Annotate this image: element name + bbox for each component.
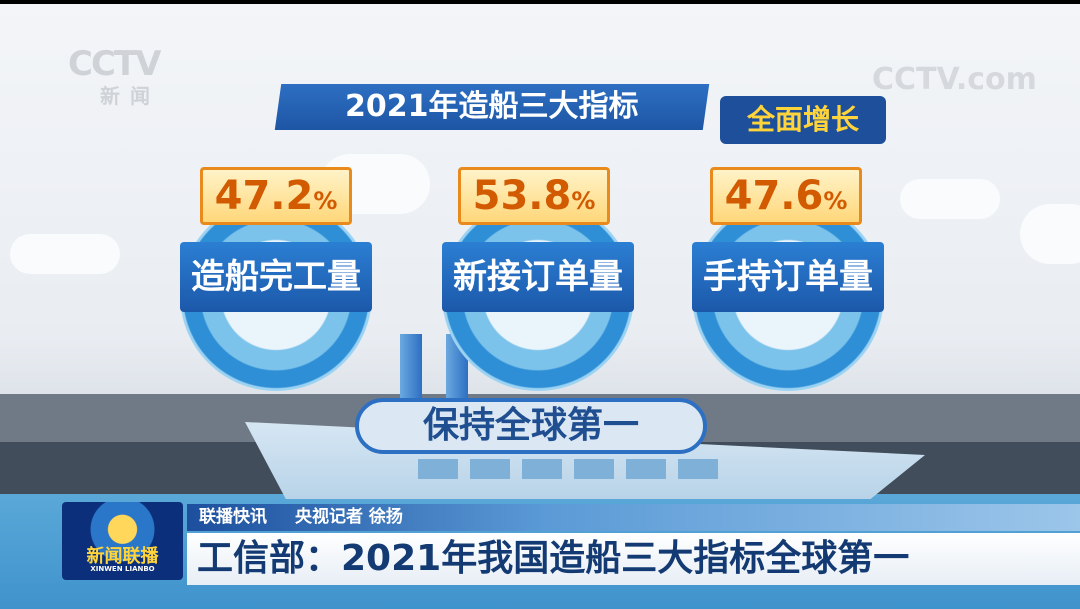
broadcast-frame: CCTV 新闻 CCTV.com 2021年造船三大指标 全面增长 47.2% 5… — [0, 4, 1080, 609]
cloud — [10, 234, 120, 274]
ship-window — [626, 459, 666, 479]
watermark-sub: 新闻 — [100, 84, 160, 108]
ship-window — [418, 459, 458, 479]
ship-funnel — [400, 334, 422, 399]
indicator-value: 47.2% — [200, 167, 352, 225]
reporter-credit: 央视记者 徐扬 — [295, 507, 403, 527]
cloud — [900, 179, 1000, 219]
xinwen-lianbo-logo: 新闻联播 XINWEN LIANBO — [62, 502, 183, 580]
indicator-label: 新接订单量 — [442, 242, 634, 312]
cctv-watermark: CCTV 新闻 — [68, 44, 161, 109]
headline: 工信部：2021年我国造船三大指标全球第一 — [187, 533, 1080, 585]
cloud — [1020, 204, 1080, 264]
indicator-value: 47.6% — [710, 167, 862, 225]
segment-name: 联播快讯 — [199, 507, 267, 527]
indicator-label: 手持订单量 — [692, 242, 884, 312]
indicator-value: 53.8% — [458, 167, 610, 225]
cctv-com-watermark: CCTV.com — [872, 62, 1037, 97]
motto-pill: 保持全球第一 — [355, 398, 707, 454]
watermark-text: CCTV — [68, 44, 161, 84]
ship-window — [522, 459, 562, 479]
infographic-title: 2021年造船三大指标 — [274, 84, 710, 130]
ship-window — [470, 459, 510, 479]
ship-window — [678, 459, 718, 479]
indicator-label: 造船完工量 — [180, 242, 372, 312]
growth-badge: 全面增长 — [720, 96, 886, 144]
segment-strip: 联播快讯 央视记者 徐扬 — [187, 504, 1080, 531]
ship-window — [574, 459, 614, 479]
